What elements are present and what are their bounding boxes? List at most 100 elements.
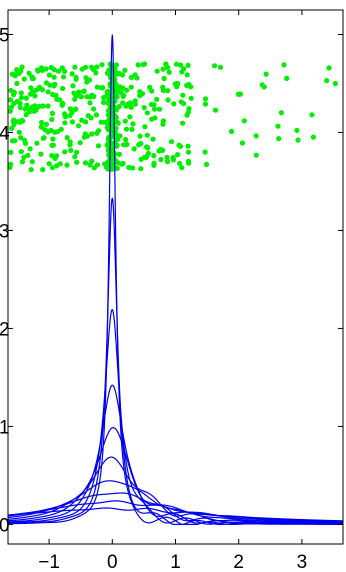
scatter-point: [156, 106, 163, 112]
scatter-point: [173, 61, 180, 67]
scatter-point: [35, 67, 41, 73]
scatter-point: [168, 139, 175, 145]
scatter-point: [21, 154, 27, 160]
scatter-point: [8, 108, 13, 114]
scatter-point: [116, 151, 122, 157]
scatter-point: [122, 118, 128, 124]
y-tick-label: 0: [0, 515, 10, 536]
scatter-point: [144, 144, 150, 150]
scatter-point: [160, 84, 166, 90]
scatter-point: [60, 85, 66, 92]
scatter-point: [188, 84, 194, 90]
scatter-point: [228, 128, 235, 135]
scatter-point: [94, 84, 100, 90]
density-curve: [8, 197, 343, 525]
scatter-point: [203, 161, 210, 167]
scatter-point: [62, 114, 69, 120]
scatter-point: [141, 105, 147, 111]
scatter-point: [116, 70, 122, 77]
scatter-point: [51, 74, 57, 80]
scatter-point: [79, 66, 85, 72]
scatter-point: [151, 153, 157, 159]
scatter-point: [295, 137, 301, 143]
scatter-point: [99, 62, 105, 68]
scatter-point: [324, 78, 330, 84]
scatter-point: [122, 67, 128, 73]
scatter-point: [253, 133, 259, 139]
scatter-point: [276, 136, 282, 142]
scatter-point: [8, 97, 14, 103]
scatter-point: [61, 74, 67, 80]
density-curve: [8, 480, 343, 524]
scatter-point: [39, 119, 45, 126]
scatter-point: [89, 158, 95, 164]
scatter-point: [62, 120, 68, 126]
scatter-point: [53, 92, 59, 98]
scatter-point: [294, 127, 300, 133]
scatter-point: [151, 162, 157, 168]
scatter-point: [34, 140, 40, 146]
x-tick-label: 2: [233, 552, 244, 572]
scatter-point: [29, 104, 35, 110]
scatter-point: [18, 90, 24, 96]
scatter-point: [152, 115, 158, 121]
x-tick-label: −1: [38, 552, 60, 572]
scatter-point: [211, 63, 218, 69]
y-tick-label: 3: [0, 221, 10, 242]
scatter-point: [8, 87, 14, 94]
scatter-point: [80, 88, 86, 95]
scatter-point: [18, 149, 24, 155]
scatter-point: [28, 85, 34, 91]
scatter-point: [62, 149, 68, 155]
scatter-point: [12, 138, 18, 144]
scatter-point: [105, 118, 111, 124]
scatter-point: [67, 106, 73, 112]
scatter-point: [151, 106, 158, 112]
scatter-point: [253, 152, 259, 158]
scatter-point: [58, 126, 64, 132]
scatter-point: [165, 97, 171, 103]
scatter-point: [108, 61, 114, 67]
scatter-point: [144, 110, 150, 116]
scatter-point: [50, 142, 56, 148]
scatter-point: [109, 143, 115, 149]
scatter-point: [43, 66, 49, 72]
scatter-point: [23, 112, 29, 118]
scatter-point: [137, 133, 143, 139]
scatter-point: [96, 128, 102, 134]
scatter-point: [178, 62, 184, 68]
scatter-point: [72, 96, 78, 102]
scatter-point: [151, 102, 157, 108]
scatter-point: [11, 101, 17, 107]
scatter-point: [139, 91, 146, 97]
scatter-point: [179, 69, 185, 75]
scatter-point: [100, 85, 106, 91]
scatter-point: [185, 143, 191, 149]
scatter-point: [117, 84, 123, 90]
scatter-point: [237, 91, 243, 97]
scatter-point: [309, 112, 315, 118]
scatter-point: [89, 131, 95, 137]
scatter-point: [275, 123, 281, 129]
scatter-point: [8, 149, 14, 155]
scatter-point: [27, 146, 33, 152]
scatter-point: [72, 154, 78, 160]
scatter-point: [71, 107, 77, 113]
scatter-point: [45, 89, 51, 95]
scatter-point: [49, 116, 55, 123]
x-tick-label: 0: [107, 552, 118, 572]
scatter-point: [132, 101, 138, 107]
scatter-point: [170, 157, 177, 163]
scatter-point: [39, 65, 45, 71]
scatter-point: [134, 75, 140, 81]
scatter-point: [38, 151, 44, 157]
scatter-point: [140, 62, 146, 68]
scatter-point: [131, 146, 137, 152]
scatter-point: [135, 62, 141, 68]
scatter-point: [23, 95, 29, 101]
scatter-point: [43, 121, 50, 127]
density-curve: [8, 34, 343, 525]
scatter-point: [101, 99, 107, 106]
scatter-point: [64, 162, 70, 168]
scatter-point: [93, 112, 99, 118]
